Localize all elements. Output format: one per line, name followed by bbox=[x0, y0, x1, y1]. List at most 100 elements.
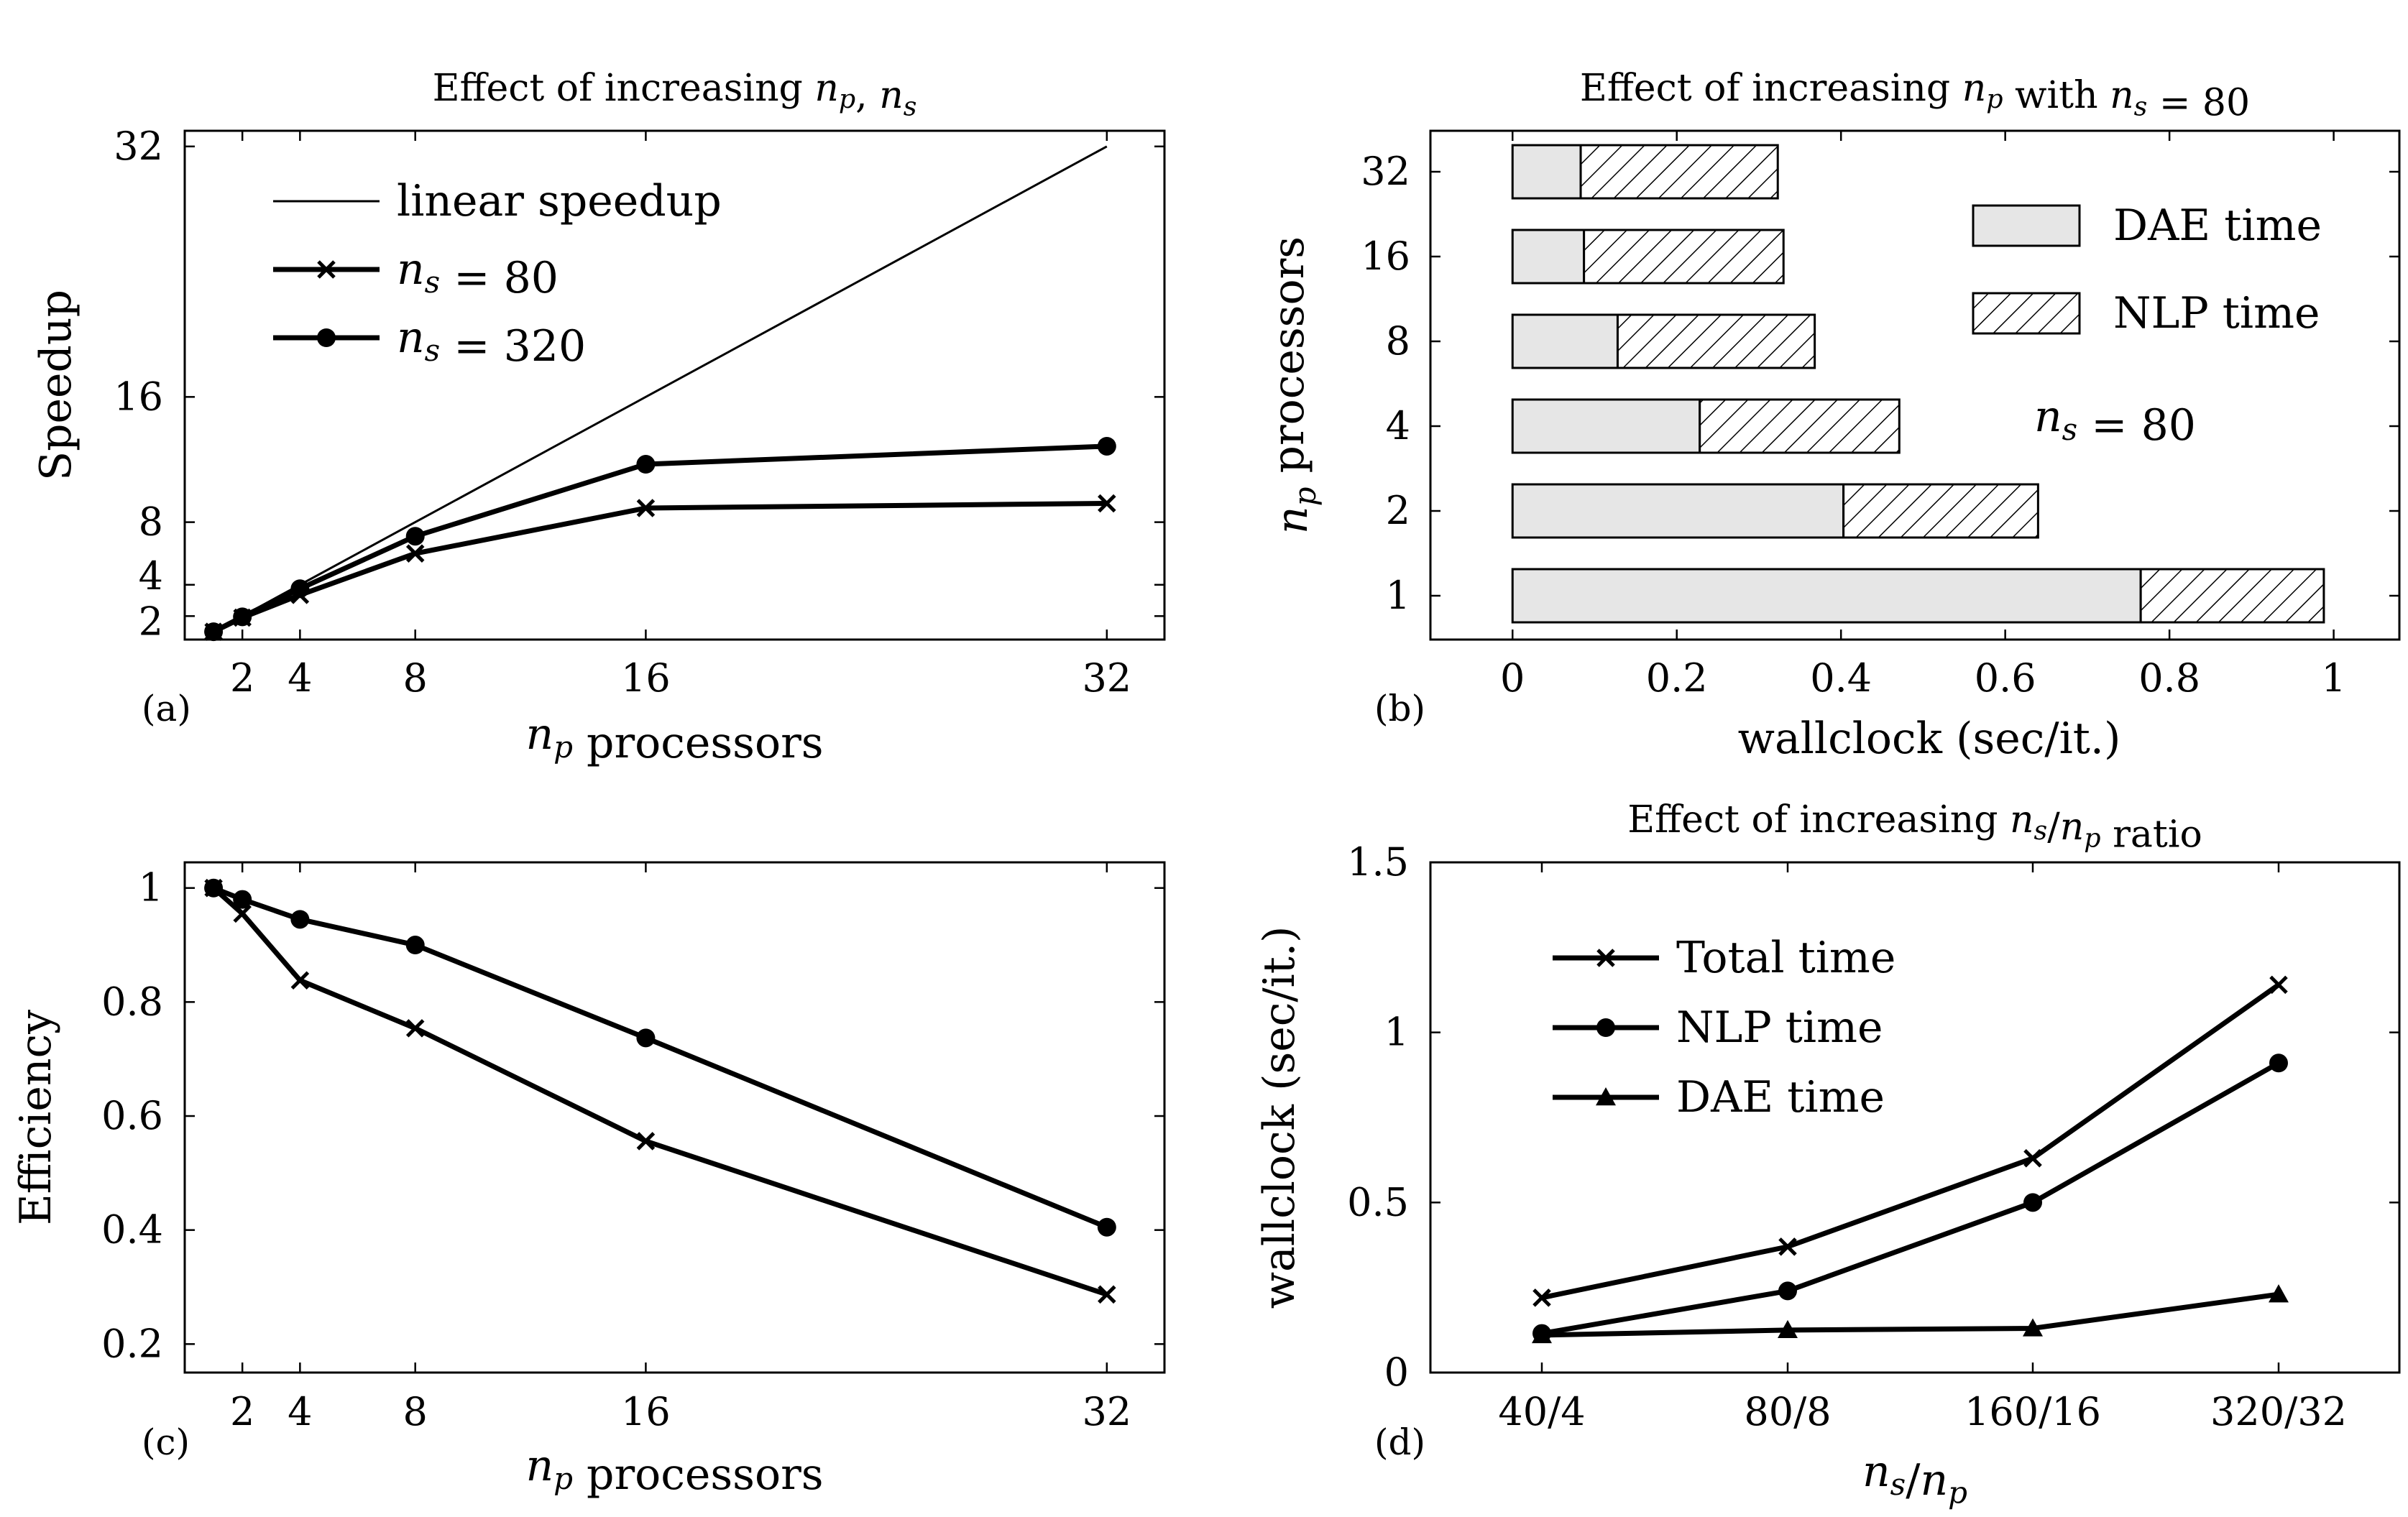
data-point bbox=[290, 971, 310, 990]
marker-stroke bbox=[233, 904, 252, 923]
legend-label: NLP time bbox=[2113, 288, 2320, 338]
data-point bbox=[636, 499, 656, 517]
data-point bbox=[233, 890, 252, 909]
data-point bbox=[636, 1132, 656, 1151]
plot-frame bbox=[183, 861, 1166, 1374]
marker-stroke bbox=[2269, 975, 2288, 995]
x-tick-label: 32 bbox=[1082, 655, 1131, 701]
y-tick-label: 1 bbox=[1386, 573, 1410, 618]
data-point bbox=[2023, 1193, 2042, 1212]
x-tick-label: 0.2 bbox=[1646, 655, 1708, 701]
marker-stroke bbox=[405, 544, 425, 563]
legend-label: Total time bbox=[1676, 933, 1895, 983]
legend-label: DAE time bbox=[2113, 200, 2322, 251]
bar-dae bbox=[1511, 483, 1845, 539]
data-point bbox=[1532, 1288, 1551, 1307]
data-point bbox=[405, 544, 425, 563]
marker-stroke bbox=[2023, 1149, 2042, 1168]
chart-title: Effect of increasing np, ns bbox=[433, 67, 917, 121]
data-point bbox=[1097, 1217, 1116, 1237]
panel-label: (a) bbox=[142, 688, 191, 729]
marker-stroke bbox=[1098, 1285, 1116, 1304]
bar-nlp bbox=[1842, 483, 2039, 539]
x-tick-label: 0.8 bbox=[2138, 655, 2200, 701]
chart-c: 2 4 8 16 32 0.2 0.4 0.6 0.8 1 Efficiency np process… bbox=[11, 861, 1166, 1500]
x-tick-label: 4 bbox=[288, 655, 312, 701]
marker-stroke bbox=[1778, 1237, 1797, 1256]
x-tick-label: 16 bbox=[621, 1389, 671, 1434]
x-tick-label: 320/32 bbox=[2210, 1389, 2347, 1434]
y-tick-label: 8 bbox=[139, 499, 163, 545]
marker-stroke bbox=[1532, 1288, 1551, 1307]
y-tick-label: 2 bbox=[139, 599, 163, 644]
panel-label: (d) bbox=[1374, 1421, 1425, 1463]
y-axis-label: wallclock (sec/it.) bbox=[1254, 926, 1305, 1309]
bar-dae bbox=[1511, 313, 1619, 369]
x-tick-label: 160/16 bbox=[1964, 1389, 2101, 1434]
legend-marker bbox=[1596, 1018, 1615, 1037]
x-axis-label: np processors bbox=[525, 1441, 823, 1500]
legend-label: ns = 80 bbox=[397, 244, 559, 303]
data-point bbox=[405, 1019, 425, 1038]
data-point bbox=[290, 579, 310, 599]
y-tick-label: 0.8 bbox=[101, 979, 163, 1024]
marker-stroke bbox=[290, 971, 310, 990]
legend-marker bbox=[1596, 949, 1615, 967]
data-point bbox=[636, 1028, 656, 1048]
bar-nlp bbox=[2139, 568, 2325, 624]
y-tick-label: 32 bbox=[1361, 149, 1410, 194]
data-point bbox=[1097, 436, 1116, 456]
chart-title: Effect of increasing np with ns = 80 bbox=[1580, 67, 2250, 124]
x-axis-label: np processors bbox=[525, 709, 823, 768]
y-tick-label: 1 bbox=[139, 865, 163, 910]
series-line-0 bbox=[1541, 982, 2281, 1301]
bar-dae bbox=[1511, 568, 2142, 624]
y-tick-label: 16 bbox=[114, 374, 163, 419]
annotation: ns = 80 bbox=[2034, 392, 2196, 451]
data-point bbox=[233, 904, 252, 923]
y-tick-label: 0.6 bbox=[101, 1093, 163, 1138]
y-tick-label: 32 bbox=[114, 124, 163, 169]
series-line-0 bbox=[211, 886, 1108, 1297]
data-point bbox=[1532, 1324, 1552, 1344]
marker-stroke bbox=[1596, 949, 1615, 967]
y-tick-label: 0.2 bbox=[101, 1321, 163, 1366]
legend-marker bbox=[317, 328, 336, 347]
marker-stroke bbox=[317, 260, 336, 279]
data-point bbox=[290, 910, 310, 929]
data-point bbox=[1778, 1281, 1797, 1301]
marker-stroke bbox=[405, 1019, 425, 1038]
bar-nlp bbox=[1699, 398, 1901, 454]
marker-stroke bbox=[636, 1132, 656, 1151]
y-axis-label: Speedup bbox=[31, 290, 81, 481]
data-point bbox=[1098, 494, 1116, 513]
y-tick-label: 4 bbox=[1386, 403, 1410, 448]
y-tick-label: 16 bbox=[1361, 234, 1410, 279]
data-point bbox=[233, 607, 252, 627]
panel-label: (c) bbox=[142, 1421, 190, 1463]
x-tick-label: 32 bbox=[1082, 1389, 1131, 1434]
marker-stroke bbox=[1098, 494, 1116, 513]
marker-stroke bbox=[636, 499, 656, 517]
legend-marker bbox=[317, 260, 336, 279]
x-tick-label: 2 bbox=[230, 1389, 254, 1434]
data-point bbox=[1098, 1285, 1116, 1304]
bar-dae bbox=[1511, 398, 1701, 454]
bar-nlp bbox=[1579, 144, 1779, 200]
bar-nlp bbox=[1616, 313, 1816, 369]
legend-label: DAE time bbox=[1676, 1072, 1885, 1122]
series-line-2 bbox=[1541, 1291, 2279, 1338]
legend-label: NLP time bbox=[1676, 1002, 1883, 1053]
y-axis-label: np processors bbox=[1264, 236, 1323, 534]
data-point bbox=[405, 936, 425, 955]
y-tick-label: 0.4 bbox=[101, 1207, 163, 1253]
x-axis-label: ns/np bbox=[1862, 1447, 1967, 1511]
bar-dae bbox=[1511, 229, 1586, 285]
x-tick-label: 8 bbox=[403, 655, 428, 701]
y-tick-label: 1.5 bbox=[1347, 839, 1409, 885]
y-axis-label: Efficiency bbox=[11, 1010, 61, 1225]
data-point bbox=[1778, 1237, 1797, 1256]
series-line-1 bbox=[212, 885, 1108, 1230]
plot-frame bbox=[1429, 129, 2401, 641]
